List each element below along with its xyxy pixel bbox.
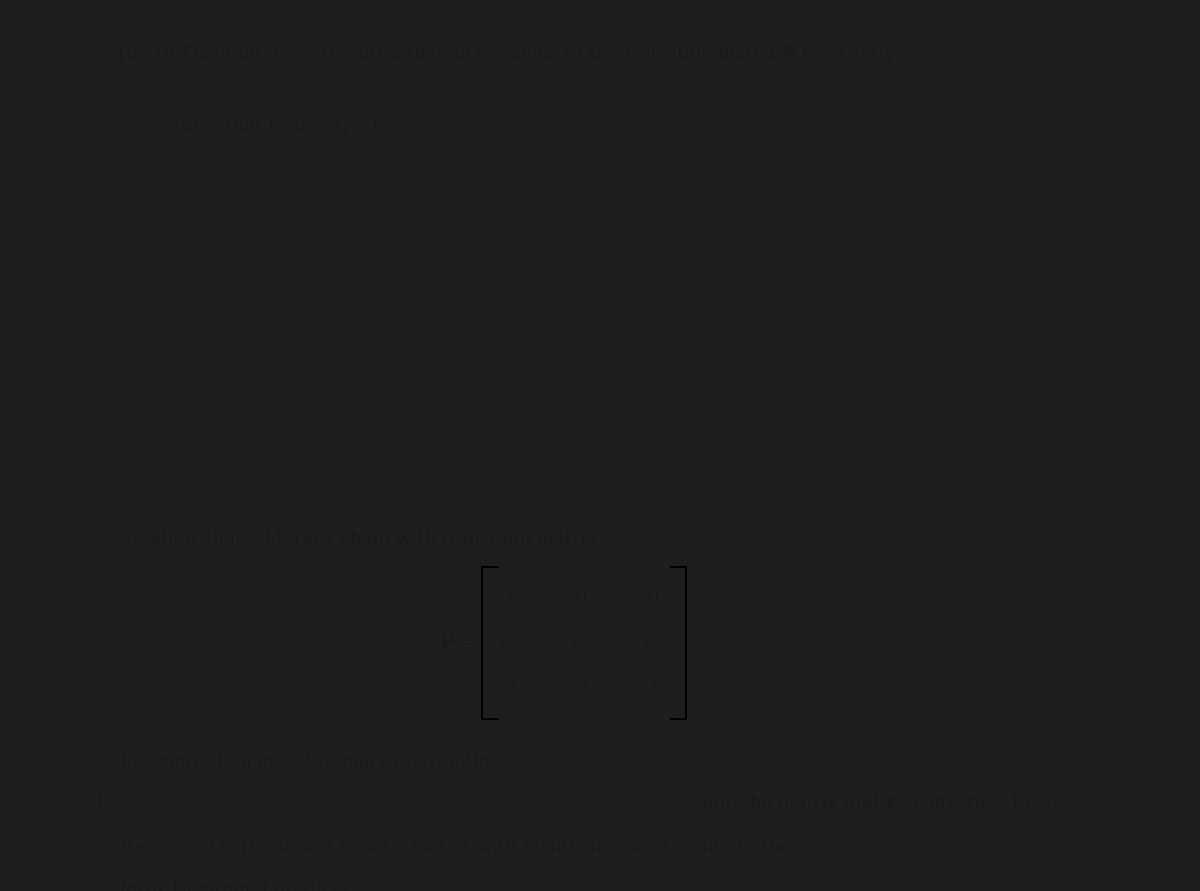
Text: 1: 1 — [504, 588, 516, 606]
Text: [6]  In Theorem 3, we required that all elements of the transition matrix $\math: [6] In Theorem 3, we required that all e… — [118, 43, 895, 65]
Text: 0: 0 — [504, 680, 516, 698]
Text: find the matrix that $\mathbf{P}^n$ converges to, as: find the matrix that $\mathbf{P}^n$ conv… — [701, 792, 1062, 814]
Text: 0: 0 — [648, 588, 660, 606]
Text: positive, that is, $0 < p_{ij} < 1$.: positive, that is, $0 < p_{ij} < 1$. — [142, 116, 385, 140]
Text: a)  Show that a Markov chain with transition matrix: a) Show that a Markov chain with transit… — [120, 529, 596, 548]
Text: 0: 0 — [576, 588, 588, 606]
Text: $\mathbf{P} =$: $\mathbf{P} =$ — [439, 634, 474, 652]
Text: form Theorem 3 predicts.: form Theorem 3 predicts. — [120, 880, 354, 891]
Text: 1/4: 1/4 — [640, 634, 668, 652]
Text: 1: 1 — [648, 680, 660, 698]
Text: $n \rightarrow \infty$, and verify that it is not a matrix with identical rows, : $n \rightarrow \infty$, and verify that … — [120, 836, 791, 858]
Text: 1/2: 1/2 — [568, 634, 596, 652]
Text: has more than one stationary distributions.: has more than one stationary distributio… — [120, 753, 516, 771]
Text: 0: 0 — [576, 680, 588, 698]
Text: 1/4: 1/4 — [496, 634, 524, 652]
Text: b): b) — [96, 792, 114, 810]
